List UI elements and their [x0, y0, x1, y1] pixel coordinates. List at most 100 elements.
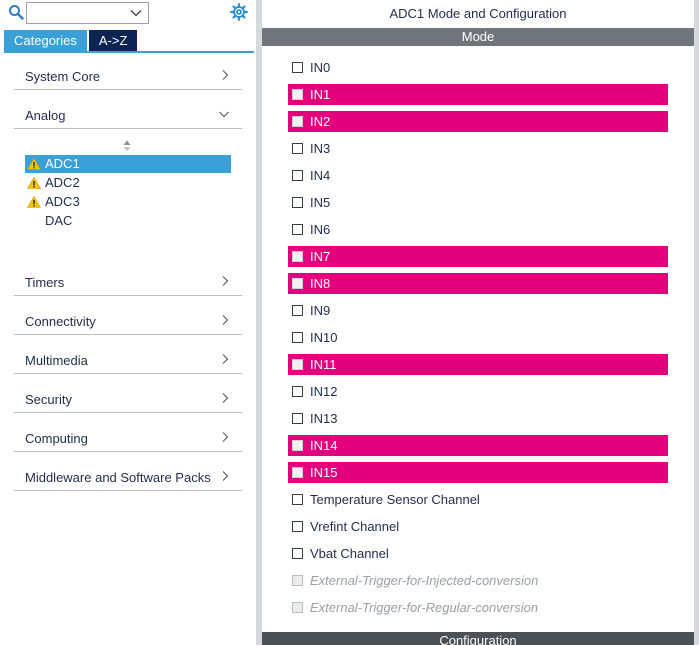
search-icon[interactable]	[8, 4, 24, 20]
mode-item-label: IN11	[310, 357, 337, 372]
category-label: Multimedia	[25, 353, 88, 368]
list-item-label: ADC1	[45, 156, 80, 171]
mode-item-label: IN9	[310, 303, 331, 318]
checkbox[interactable]	[292, 62, 303, 73]
panel-splitter[interactable]	[256, 0, 262, 645]
panel-edge	[694, 0, 699, 645]
checkbox[interactable]	[292, 386, 303, 397]
list-item-label: ADC3	[45, 194, 80, 209]
mode-item-vrefint-channel[interactable]: Vrefint Channel	[288, 516, 668, 537]
list-item-dac[interactable]: DAC	[25, 212, 231, 230]
gear-icon[interactable]	[230, 3, 248, 21]
mode-item-label: External-Trigger-for-Regular-conversion	[310, 600, 539, 615]
mode-item-in1[interactable]: IN1	[288, 84, 668, 105]
checkbox[interactable]	[292, 467, 303, 478]
mode-item-in9[interactable]: IN9	[288, 300, 668, 321]
mode-item-in10[interactable]: IN10	[288, 327, 668, 348]
list-item-adc2[interactable]: ADC2	[25, 174, 231, 192]
mode-item-label: IN3	[310, 141, 331, 156]
category-label: Analog	[25, 108, 66, 123]
mode-item-label: IN13	[310, 411, 338, 426]
category-connectivity[interactable]: Connectivity	[14, 307, 242, 335]
checkbox[interactable]	[292, 278, 303, 289]
checkbox[interactable]	[292, 440, 303, 451]
mode-item-in2[interactable]: IN2	[288, 111, 668, 132]
category-label: Middleware and Software Packs	[25, 470, 211, 485]
mode-item-in14[interactable]: IN14	[288, 435, 668, 456]
category-timers[interactable]: Timers	[14, 268, 242, 296]
checkbox[interactable]	[292, 170, 303, 181]
categories-panel: Categories A->Z System Core Analog ADC1 …	[0, 0, 256, 645]
category-security[interactable]: Security	[14, 385, 242, 413]
category-label: Connectivity	[25, 314, 96, 329]
mode-item-in13[interactable]: IN13	[288, 408, 668, 429]
checkbox	[292, 602, 303, 613]
category-label: System Core	[25, 69, 101, 84]
category-label: Computing	[25, 431, 88, 446]
list-item-label: DAC	[45, 213, 73, 228]
checkbox[interactable]	[292, 548, 303, 559]
checkbox[interactable]	[292, 521, 303, 532]
mode-item-in12[interactable]: IN12	[288, 381, 668, 402]
checkbox[interactable]	[292, 494, 303, 505]
checkbox[interactable]	[292, 332, 303, 343]
configuration-section-header[interactable]: Configuration	[262, 632, 694, 645]
mode-item-in5[interactable]: IN5	[288, 192, 668, 213]
chevron-right-icon	[222, 393, 229, 403]
category-middleware[interactable]: Middleware and Software Packs	[14, 463, 242, 491]
mode-item-label: IN1	[310, 87, 331, 102]
mode-item-in0[interactable]: IN0	[288, 57, 668, 78]
chevron-right-icon	[222, 276, 229, 286]
chevron-down-icon	[219, 111, 229, 118]
mode-item-vbat-channel[interactable]: Vbat Channel	[288, 543, 668, 564]
mode-item-label: IN15	[310, 465, 338, 480]
mode-section-header[interactable]: Mode	[262, 28, 694, 46]
checkbox[interactable]	[292, 89, 303, 100]
category-analog[interactable]: Analog	[14, 101, 242, 129]
tab-a-to-z[interactable]: A->Z	[88, 30, 138, 51]
sort-icon[interactable]	[123, 140, 131, 152]
warning-icon	[27, 177, 41, 189]
mode-item-in15[interactable]: IN15	[288, 462, 668, 483]
tab-categories[interactable]: Categories	[4, 30, 87, 51]
chevron-right-icon	[222, 70, 229, 80]
search-input[interactable]	[26, 2, 149, 24]
mode-item-in7[interactable]: IN7	[288, 246, 668, 267]
mode-item-label: IN8	[310, 276, 331, 291]
mode-item-label: Temperature Sensor Channel	[310, 492, 480, 507]
checkbox[interactable]	[292, 197, 303, 208]
list-item-label: ADC2	[45, 175, 80, 190]
mode-item-label: IN5	[310, 195, 331, 210]
mode-item-in3[interactable]: IN3	[288, 138, 668, 159]
checkbox[interactable]	[292, 251, 303, 262]
panel-title: ADC1 Mode and Configuration	[389, 6, 567, 21]
mode-item-in8[interactable]: IN8	[288, 273, 668, 294]
category-multimedia[interactable]: Multimedia	[14, 346, 242, 374]
chevron-right-icon	[222, 354, 229, 364]
mode-item-label: Vbat Channel	[310, 546, 389, 561]
list-item-adc3[interactable]: ADC3	[25, 193, 231, 211]
mode-item-label: IN12	[310, 384, 338, 399]
mode-item-in6[interactable]: IN6	[288, 219, 668, 240]
mode-item-temperature-sensor-channel[interactable]: Temperature Sensor Channel	[288, 489, 668, 510]
mode-item-label: External-Trigger-for-Injected-conversion	[310, 573, 539, 588]
checkbox[interactable]	[292, 116, 303, 127]
chevron-down-icon[interactable]	[130, 7, 142, 19]
checkbox[interactable]	[292, 413, 303, 424]
mode-item-label: IN2	[310, 114, 331, 129]
warning-icon	[27, 158, 41, 170]
list-item-adc1[interactable]: ADC1	[25, 155, 231, 173]
mode-item-label: IN10	[310, 330, 338, 345]
checkbox[interactable]	[292, 224, 303, 235]
checkbox	[292, 575, 303, 586]
checkbox[interactable]	[292, 305, 303, 316]
category-computing[interactable]: Computing	[14, 424, 242, 452]
checkbox[interactable]	[292, 143, 303, 154]
chevron-right-icon	[222, 432, 229, 442]
mode-item-in4[interactable]: IN4	[288, 165, 668, 186]
warning-icon	[27, 196, 41, 208]
mode-item-external-trigger-for-injected-conversion: External-Trigger-for-Injected-conversion	[288, 570, 668, 591]
category-system-core[interactable]: System Core	[14, 62, 242, 90]
mode-item-in11[interactable]: IN11	[288, 354, 668, 375]
checkbox[interactable]	[292, 359, 303, 370]
